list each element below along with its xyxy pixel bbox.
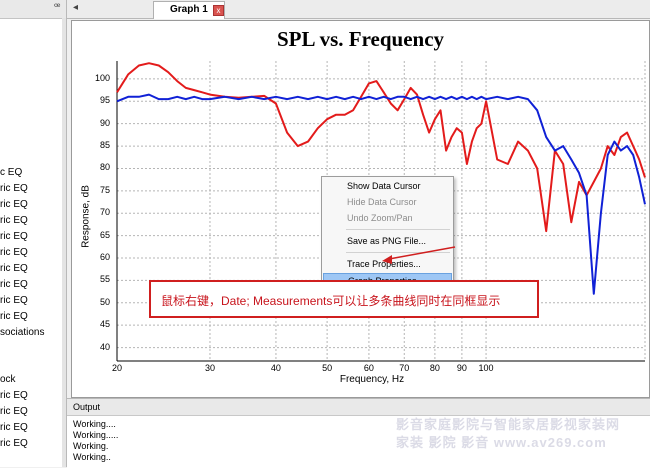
y-tick-label: 100 — [94, 72, 110, 83]
tab-graph-1[interactable]: Graph 1 x — [153, 1, 225, 19]
menu-item-undo-zoom-pan: Undo Zoom/Pan — [347, 213, 413, 223]
tree-item[interactable]: ric EQ — [0, 438, 28, 449]
tree-item[interactable]: ric EQ — [0, 263, 28, 274]
tab-scroll-left-icon[interactable]: ◂ — [73, 2, 79, 13]
x-tick-label: 90 — [456, 363, 467, 373]
y-tick-label: 50 — [99, 296, 110, 307]
pin-icon[interactable]: ꟹ — [54, 2, 61, 13]
tree-item[interactable]: ric EQ — [0, 422, 28, 433]
tree-item[interactable]: sociations — [0, 327, 45, 338]
tree-item[interactable]: ric EQ — [0, 183, 28, 194]
tree-item[interactable]: c EQ — [0, 167, 23, 178]
document-tabstrip: ◂ Graph 1 x — [67, 0, 650, 19]
y-tick-label: 95 — [99, 95, 110, 106]
x-tick-label: 70 — [399, 363, 410, 373]
y-tick-label: 90 — [99, 117, 110, 128]
y-tick-label: 55 — [99, 274, 110, 285]
output-line: Working..... — [73, 430, 119, 440]
y-axis-label: Response, dB — [80, 185, 92, 248]
y-tick-label: 65 — [99, 229, 110, 240]
x-tick-label: 40 — [270, 363, 281, 373]
chart-title: SPL vs. Frequency — [276, 27, 445, 51]
close-icon[interactable]: x — [213, 5, 224, 16]
annotation-text: 鼠标右键，Date; Measurements可以让多条曲线同时在同框显示 — [161, 294, 501, 308]
menu-separator — [346, 229, 450, 230]
menu-item-hide-data-cursor: Hide Data Cursor — [347, 197, 417, 207]
tree-item[interactable]: ric EQ — [0, 231, 28, 242]
output-title: Output — [73, 402, 101, 412]
x-tick-label: 80 — [429, 363, 440, 373]
tree-item[interactable]: ric EQ — [0, 279, 28, 290]
watermark: 影音家庭影院与智能家居影视家装网 家装 影院 影音 www.av269.com — [396, 414, 636, 454]
output-line: Working.. — [73, 452, 111, 462]
y-tick-label: 85 — [99, 140, 110, 151]
tree-item[interactable]: ric EQ — [0, 295, 28, 306]
tree-item[interactable]: ock — [0, 374, 16, 385]
context-menu: Show Data Cursor Hide Data Cursor Undo Z… — [321, 176, 454, 291]
x-axis-label: Frequency, Hz — [339, 374, 405, 385]
menu-item-show-data-cursor[interactable]: Show Data Cursor — [347, 181, 421, 191]
menu-item-save-png[interactable]: Save as PNG File... — [347, 236, 427, 246]
tree-item[interactable]: ric EQ — [0, 215, 28, 226]
project-tree-scrollbar[interactable] — [62, 18, 66, 467]
watermark-line: 家装 影院 影音 www.av269.com — [396, 435, 607, 450]
x-tick-label: 30 — [204, 363, 215, 373]
y-tick-label: 40 — [99, 341, 110, 352]
y-tick-label: 80 — [99, 162, 110, 173]
tree-item[interactable]: ric EQ — [0, 390, 28, 401]
y-tick-label: 70 — [99, 207, 110, 218]
output-panel: Output Working.... Working..... Working.… — [67, 398, 650, 468]
x-tick-label: 50 — [322, 363, 333, 373]
annotation-callout: 鼠标右键，Date; Measurements可以让多条曲线同时在同框显示 — [149, 280, 539, 318]
tree-item[interactable]: ric EQ — [0, 247, 28, 258]
watermark-line: 影音家庭影院与智能家居影视家装网 — [396, 417, 621, 432]
tree-item[interactable]: ric EQ — [0, 311, 28, 322]
y-tick-label: 60 — [99, 252, 110, 262]
tree-item[interactable]: ric EQ — [0, 199, 28, 210]
tree-item[interactable]: ric EQ — [0, 406, 28, 417]
menu-item-trace-properties[interactable]: Trace Properties... — [347, 259, 421, 269]
x-tick-label: 20 — [111, 363, 122, 373]
output-line: Working.... — [73, 419, 116, 429]
x-tick-label: 100 — [478, 363, 494, 373]
graph-window[interactable]: SPL vs. Frequency Response, dB Frequency… — [71, 20, 650, 398]
y-tick-label: 45 — [99, 319, 110, 330]
project-tree-panel: ꟹ c EQ ric EQ ric EQ ric EQ ric EQ ric EQ ric … — [0, 0, 67, 467]
menu-separator — [346, 252, 450, 253]
output-line: Working. — [73, 441, 109, 451]
series-line-1 — [116, 93, 646, 295]
tab-label: Graph 1 — [170, 4, 208, 15]
output-header: Output — [67, 399, 650, 416]
x-tick-label: 60 — [363, 363, 374, 373]
y-tick-label: 75 — [99, 184, 110, 195]
project-tree-header: ꟹ — [0, 0, 66, 19]
